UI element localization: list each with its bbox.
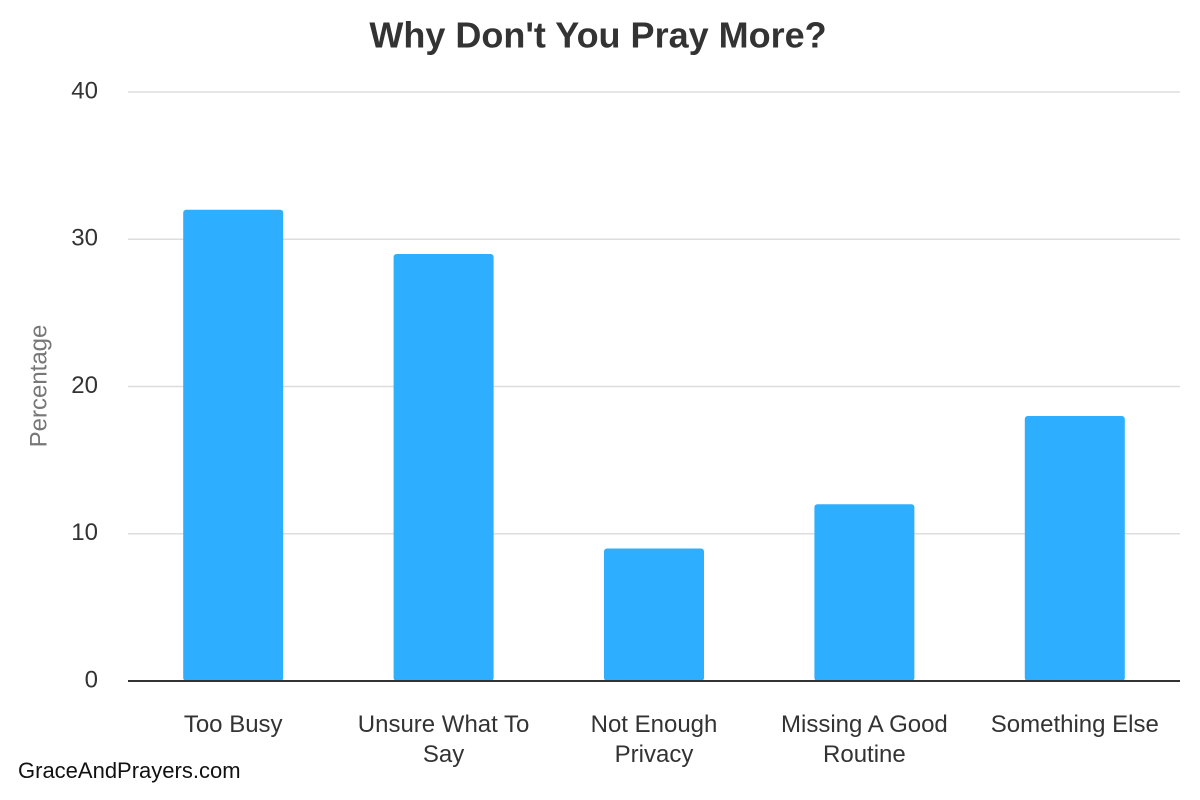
x-tick-label: Unsure What To Say [358,711,530,768]
y-tick-label: 0 [85,666,98,693]
x-tick-label: Too Busy [184,711,283,738]
x-tick-label: Missing A Good Routine [781,711,948,768]
y-axis-label: Percentage [25,325,52,448]
bar [814,504,915,681]
x-tick-label: Not Enough Privacy [591,711,718,768]
y-tick-label: 30 [71,225,98,252]
x-tick-label: Something Else [991,711,1159,738]
chart-title: Why Don't You Pray More? [369,15,826,56]
y-tick-label: 20 [71,372,98,399]
bar [393,253,494,681]
y-tick-label: 10 [71,519,98,546]
bar [183,209,284,682]
y-tick-label: 40 [71,77,98,104]
bar [1024,415,1125,681]
watermark: GraceAndPrayers.com [18,758,241,783]
bar [604,548,704,681]
